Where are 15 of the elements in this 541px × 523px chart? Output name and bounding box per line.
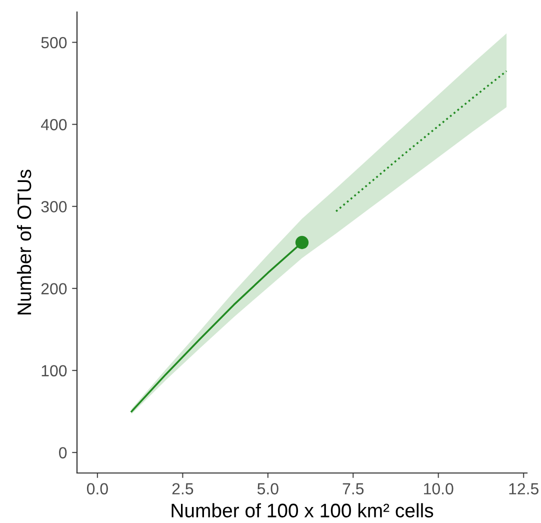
y-tick-label: 400 xyxy=(41,119,67,130)
y-tick-label: 100 xyxy=(42,365,67,376)
y-tick-label: 300 xyxy=(41,201,67,212)
y-tick-label: 200 xyxy=(41,283,67,294)
x-tick-label: 7.5 xyxy=(342,483,364,494)
x-tick-label: 2.5 xyxy=(172,483,194,494)
x-tick-label: 5.0 xyxy=(257,483,278,494)
y-tick-label: 500 xyxy=(41,36,67,48)
line-series xyxy=(335,70,508,212)
x-axis-title: Number of 100 x 100 km² cells xyxy=(172,503,434,518)
x-tick-label: 12.5 xyxy=(509,483,538,494)
x-tick-label: 10.0 xyxy=(424,483,454,494)
x-tick-label: 0.0 xyxy=(86,483,108,494)
y-tick-label: 0 xyxy=(59,447,67,458)
y-axis-title: Number of OTUs xyxy=(16,170,32,314)
